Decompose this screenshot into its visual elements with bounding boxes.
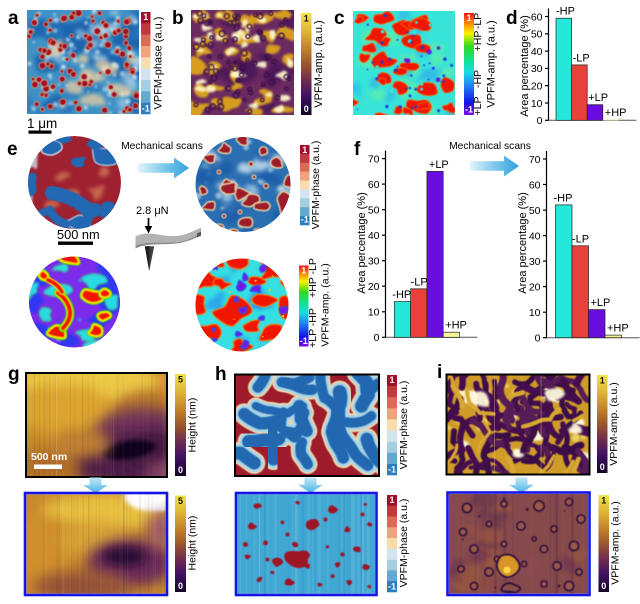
svg-text:-HP: -HP <box>556 6 575 18</box>
svg-text:Height (nm): Height (nm) <box>187 516 199 571</box>
svg-text:c: c <box>334 8 345 29</box>
svg-text:+LP: +LP <box>429 159 449 171</box>
svg-text:70: 70 <box>529 154 541 166</box>
svg-text:a: a <box>8 8 19 29</box>
svg-text:Mechanical scans: Mechanical scans <box>449 141 531 152</box>
svg-text:1: 1 <box>301 266 306 276</box>
svg-text:e: e <box>7 139 18 160</box>
svg-text:50: 50 <box>531 29 543 41</box>
svg-text:-LP: -LP <box>411 276 428 288</box>
svg-text:+HP: +HP <box>445 320 467 332</box>
svg-text:VPFM-amp. (a.u.): VPFM-amp. (a.u.) <box>320 263 332 346</box>
svg-text:i: i <box>437 362 442 383</box>
svg-text:+LP: +LP <box>472 97 484 116</box>
svg-text:VPFM-amp. (a.u.): VPFM-amp. (a.u.) <box>313 20 325 107</box>
svg-text:Area percentage (%): Area percentage (%) <box>517 192 529 294</box>
svg-text:0: 0 <box>374 332 380 344</box>
svg-text:60: 60 <box>368 179 380 191</box>
svg-text:+HP: +HP <box>472 31 484 52</box>
svg-text:Area percentage (%): Area percentage (%) <box>519 15 531 117</box>
svg-text:40: 40 <box>368 230 380 242</box>
svg-text:40: 40 <box>529 230 541 242</box>
svg-text:1: 1 <box>601 496 606 506</box>
svg-text:20: 20 <box>531 81 543 93</box>
svg-text:1: 1 <box>600 376 605 386</box>
svg-text:0: 0 <box>178 465 183 475</box>
svg-text:+HP: +HP <box>605 107 627 119</box>
svg-text:-LP: -LP <box>573 52 590 64</box>
svg-text:0: 0 <box>535 333 541 345</box>
svg-text:1 μm: 1 μm <box>27 116 57 131</box>
svg-text:-LP: -LP <box>472 13 484 29</box>
svg-text:+HP: +HP <box>607 323 629 335</box>
svg-text:-HP: -HP <box>554 192 573 204</box>
svg-text:1: 1 <box>466 13 471 23</box>
svg-text:60: 60 <box>531 11 543 23</box>
svg-text:-1: -1 <box>301 215 309 225</box>
svg-text:VPFM-amp. (a.u.): VPFM-amp. (a.u.) <box>486 20 498 107</box>
svg-text:h: h <box>215 364 227 385</box>
svg-text:-1: -1 <box>388 582 396 592</box>
svg-text:50: 50 <box>368 205 380 217</box>
svg-text:+LP: +LP <box>588 92 608 104</box>
svg-text:20: 20 <box>529 281 541 293</box>
svg-text:-HP: -HP <box>392 289 411 301</box>
svg-text:Mechanical scans: Mechanical scans <box>121 141 203 152</box>
svg-text:g: g <box>8 364 20 385</box>
svg-text:10: 10 <box>368 307 380 319</box>
svg-text:0: 0 <box>601 581 606 591</box>
svg-text:10: 10 <box>529 307 541 319</box>
svg-text:1: 1 <box>302 145 307 155</box>
svg-text:-1: -1 <box>388 465 396 475</box>
svg-text:+LP: +LP <box>591 297 611 309</box>
svg-text:VPFM-phase (a.u.): VPFM-phase (a.u.) <box>398 499 410 588</box>
svg-text:1: 1 <box>389 375 394 385</box>
svg-text:1: 1 <box>143 12 148 22</box>
svg-text:-HP: -HP <box>472 70 484 88</box>
svg-text:+LP -HP: +LP -HP <box>307 308 319 348</box>
svg-text:5: 5 <box>178 496 183 506</box>
svg-text:0: 0 <box>600 462 605 472</box>
svg-text:0: 0 <box>304 104 309 114</box>
svg-text:+HP -LP: +HP -LP <box>307 258 319 298</box>
svg-text:f: f <box>354 139 361 160</box>
svg-text:-1: -1 <box>465 105 473 115</box>
svg-text:d: d <box>506 8 518 29</box>
svg-text:-1: -1 <box>142 104 150 114</box>
svg-text:500 nm: 500 nm <box>31 451 67 463</box>
svg-text:30: 30 <box>531 63 543 75</box>
svg-text:VPFM-phase (a.u.): VPFM-phase (a.u.) <box>153 17 165 110</box>
svg-text:30: 30 <box>529 256 541 268</box>
svg-text:0: 0 <box>178 581 183 591</box>
svg-text:20: 20 <box>368 281 380 293</box>
svg-text:60: 60 <box>529 179 541 191</box>
svg-text:1: 1 <box>304 14 309 24</box>
svg-text:10: 10 <box>531 98 543 110</box>
svg-text:50: 50 <box>529 205 541 217</box>
svg-text:5: 5 <box>178 375 183 385</box>
svg-text:2.8 μN: 2.8 μN <box>136 205 169 217</box>
svg-text:b: b <box>172 8 184 29</box>
svg-text:VPFM-amp. (a.u.): VPFM-amp. (a.u.) <box>608 382 620 465</box>
svg-text:500 nm: 500 nm <box>57 227 100 242</box>
svg-text:-1: -1 <box>300 336 308 346</box>
svg-text:30: 30 <box>368 256 380 268</box>
svg-text:Area percentage (%): Area percentage (%) <box>356 192 368 294</box>
svg-text:1: 1 <box>389 495 394 505</box>
svg-text:Height (nm): Height (nm) <box>187 398 199 453</box>
svg-text:VPFM-phase (a.u.): VPFM-phase (a.u.) <box>398 381 410 470</box>
svg-text:-LP: -LP <box>572 233 589 245</box>
svg-text:VPFM-phase (a.u.): VPFM-phase (a.u.) <box>310 141 322 230</box>
svg-text:VPFM-amp. (a.u.): VPFM-amp. (a.u.) <box>610 501 622 584</box>
svg-text:0: 0 <box>537 115 543 127</box>
svg-text:70: 70 <box>368 153 380 165</box>
svg-text:40: 40 <box>531 46 543 58</box>
